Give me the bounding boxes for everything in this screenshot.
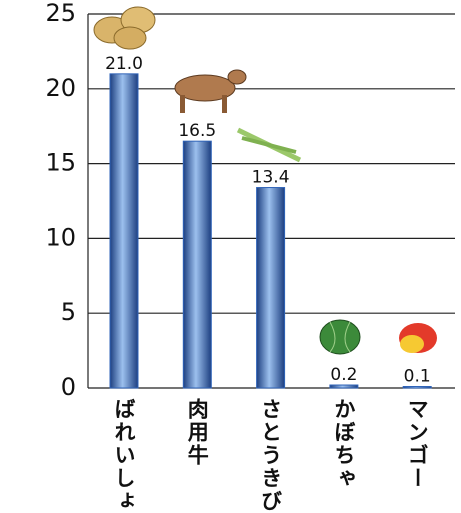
x-tick-label: マンゴー	[405, 398, 429, 490]
value-label: 16.5	[178, 121, 216, 141]
value-label: 0.2	[330, 365, 357, 385]
y-tick-label: 15	[45, 149, 76, 177]
x-tick-label: かぼちゃ	[332, 398, 356, 490]
bar	[183, 141, 211, 388]
x-tick-label: 肉用牛	[185, 398, 209, 467]
value-label: 21.0	[105, 54, 143, 74]
x-tick-label: さとうきび	[259, 398, 283, 513]
value-label: 0.1	[404, 367, 431, 387]
page: 0 5 10 15 20 25 ばれいしょ 21.0 肉用牛 16.5 さとうきび 13.4 かぼちゃ 0…	[0, 0, 461, 513]
bar	[110, 74, 138, 388]
x-tick-label: ばれいしょ	[112, 398, 136, 513]
bar	[257, 188, 285, 388]
y-tick-label: 0	[61, 373, 76, 401]
bar	[330, 385, 358, 388]
y-tick-label: 10	[45, 223, 76, 251]
chart: 0 5 10 15 20 25 ばれいしょ 21.0 肉用牛 16.5 さとうきび 13.4 かぼちゃ 0…	[0, 0, 461, 513]
y-tick-label: 5	[61, 298, 76, 326]
bar	[403, 387, 431, 388]
y-tick-label: 25	[45, 0, 76, 27]
value-label: 13.4	[252, 168, 290, 188]
y-tick-label: 20	[45, 74, 76, 102]
